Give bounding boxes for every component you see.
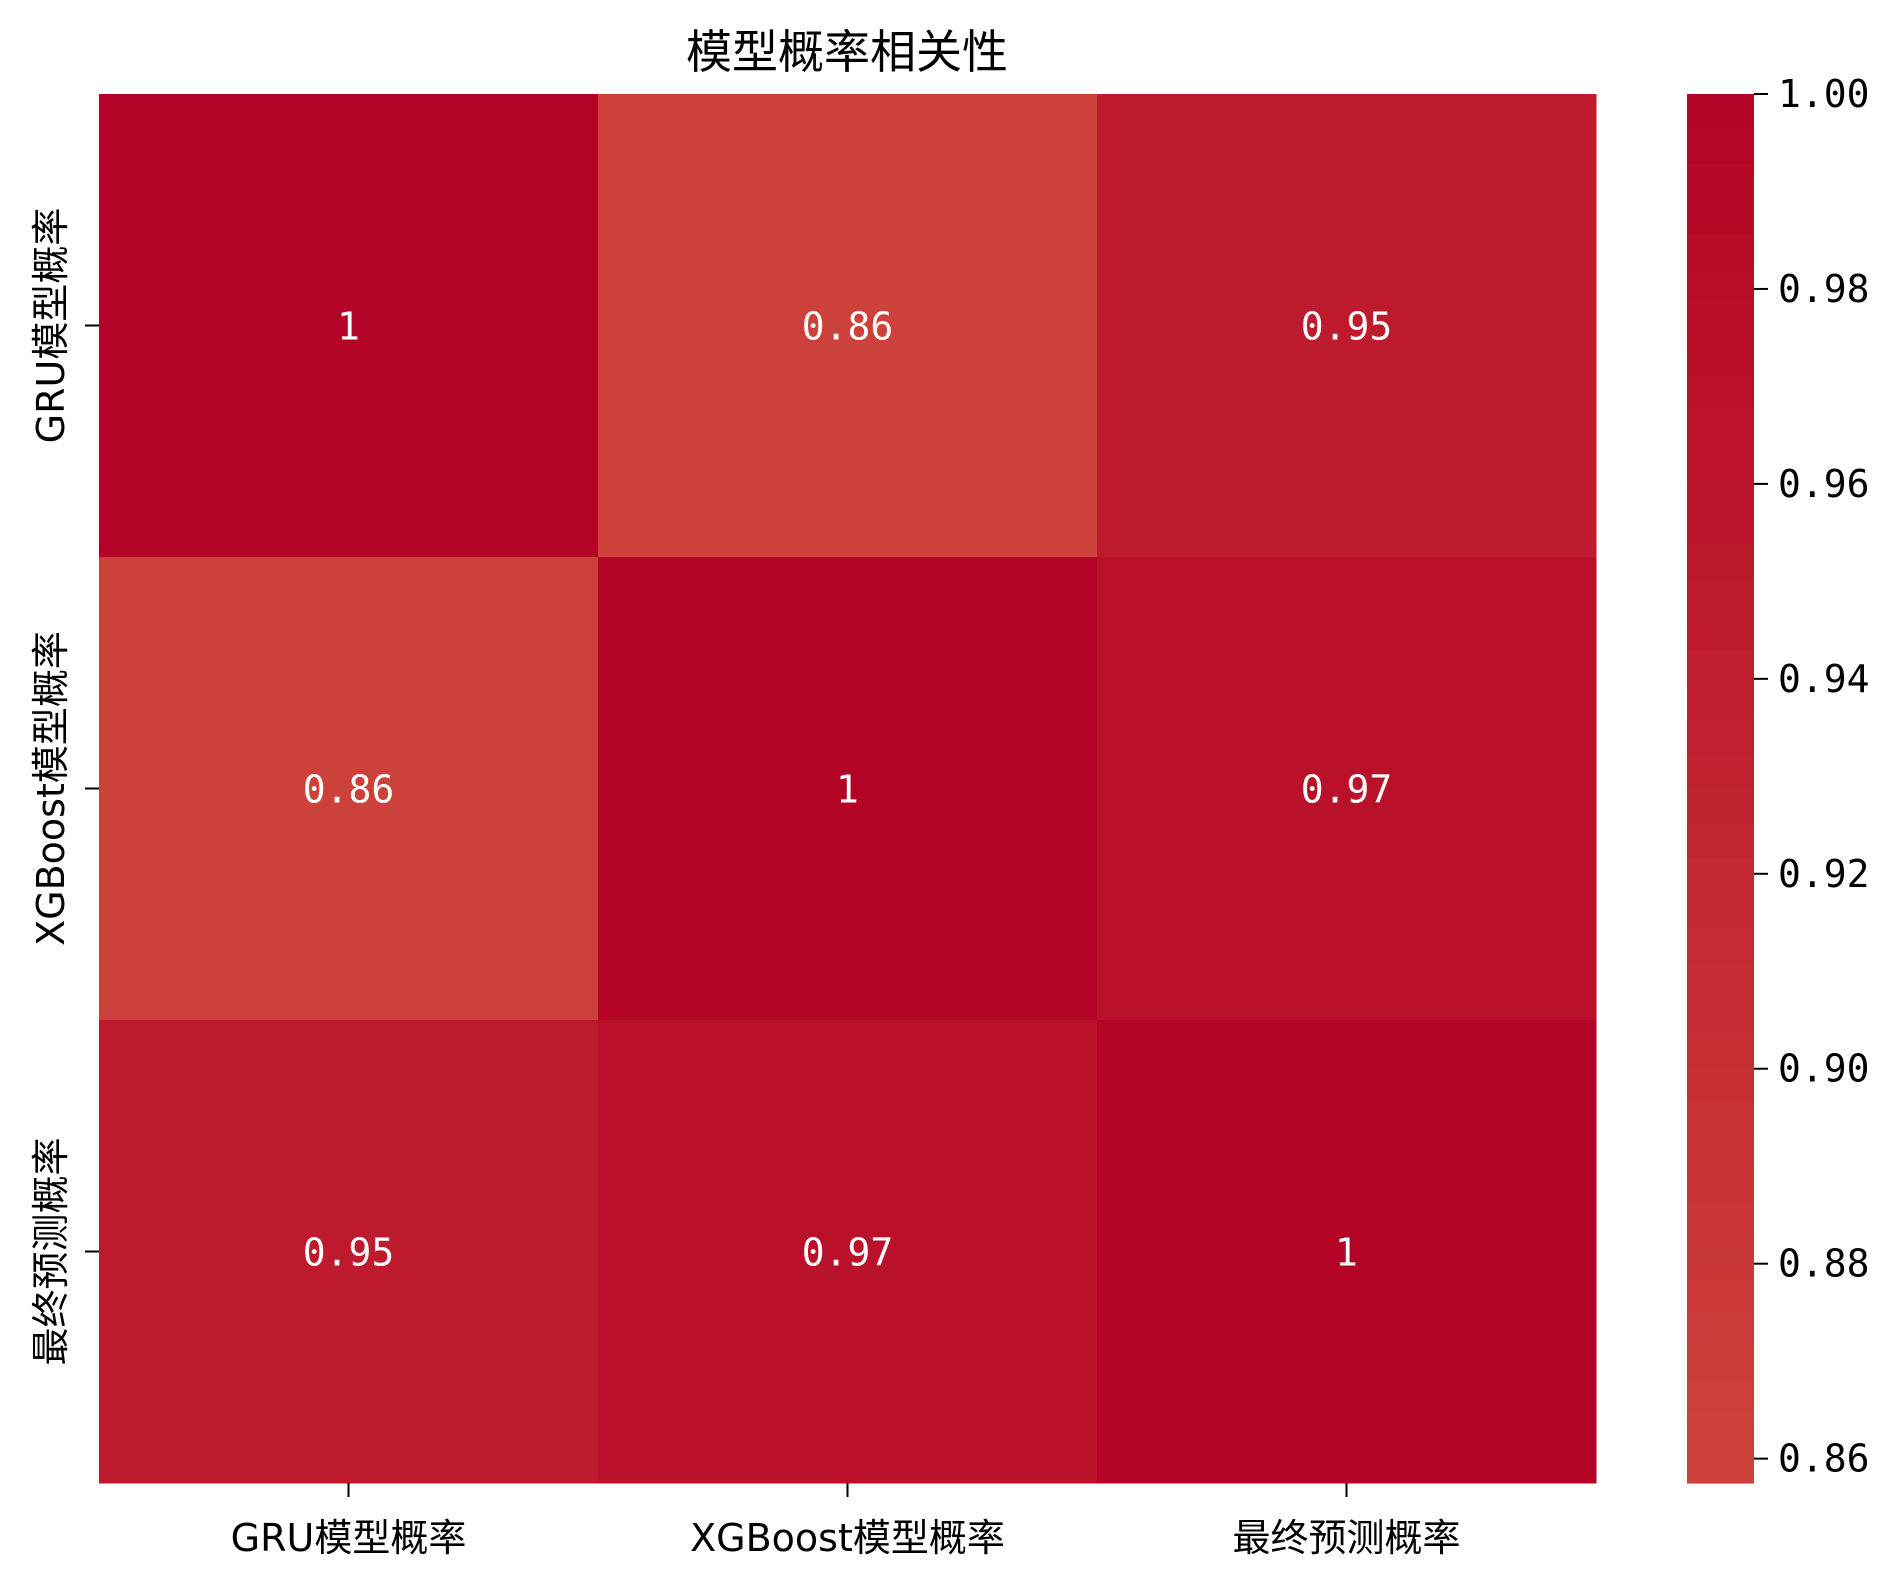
heatmap-cell — [99, 557, 599, 1021]
colorbar-band — [1687, 1205, 1754, 1241]
colorbar-band — [1687, 684, 1754, 720]
cell-annotation: 0.95 — [1301, 305, 1393, 349]
colorbar-band — [1687, 892, 1754, 928]
colorbar-tick-label: 0.86 — [1778, 1437, 1870, 1481]
colorbar-band — [1687, 406, 1754, 442]
colorbar-band — [1687, 267, 1754, 303]
colorbar-tick-label: 0.92 — [1778, 852, 1870, 896]
heatmap-cell — [598, 557, 1098, 1021]
colorbar-band — [1687, 198, 1754, 234]
colorbar-band — [1687, 371, 1754, 408]
colorbar-tick-label: 0.90 — [1778, 1047, 1870, 1091]
colorbar-band — [1687, 1170, 1754, 1206]
colorbar-tick-label: 0.98 — [1778, 267, 1870, 311]
colorbar-band — [1687, 753, 1754, 790]
colorbar-band — [1687, 94, 1754, 130]
heatmap-cell — [598, 94, 1098, 558]
colorbar-band — [1687, 1066, 1754, 1102]
y-tick-label: XGBoost模型概率 — [29, 631, 73, 946]
colorbar-band — [1687, 614, 1754, 651]
colorbar-band — [1687, 1413, 1754, 1449]
cell-annotations: 1 0.86 0.95 0.86 1 0.97 0.95 0.97 1 — [303, 305, 1393, 1275]
heatmap-cell — [598, 1020, 1098, 1484]
colorbar-band — [1687, 719, 1754, 755]
y-tick-label: 最终预测概率 — [29, 1137, 73, 1365]
heatmap-cell — [1097, 94, 1597, 558]
colorbar-band — [1687, 962, 1754, 998]
heatmap-cell — [1097, 1020, 1597, 1484]
cell-annotation: 1 — [337, 305, 360, 349]
colorbar-band — [1687, 232, 1754, 269]
colorbar-band — [1687, 1239, 1754, 1276]
heatmap-cell — [1097, 557, 1597, 1021]
colorbar-band — [1687, 337, 1754, 373]
colorbar-band — [1687, 1448, 1754, 1484]
colorbar-band — [1687, 1031, 1754, 1067]
colorbar-band — [1687, 510, 1754, 547]
chart-title: 模型概率相关性 — [686, 25, 1008, 79]
colorbar-band — [1687, 823, 1754, 859]
x-tick-label: XGBoost模型概率 — [690, 1516, 1005, 1560]
heatmap-cells — [99, 94, 1597, 1484]
cell-annotation: 1 — [836, 768, 859, 812]
colorbar-band — [1687, 788, 1754, 824]
colorbar-band — [1687, 649, 1754, 685]
colorbar-band — [1687, 1101, 1754, 1137]
cell-annotation: 1 — [1335, 1231, 1358, 1275]
heatmap-cell — [99, 1020, 599, 1484]
colorbar-tick-label: 0.94 — [1778, 657, 1870, 701]
colorbar-band — [1687, 1135, 1754, 1172]
y-tick-label: GRU模型概率 — [29, 208, 73, 444]
colorbar-band — [1687, 163, 1754, 199]
colorbar-band — [1687, 996, 1754, 1033]
x-tick-label: GRU模型概率 — [231, 1516, 467, 1560]
colorbar-band — [1687, 580, 1754, 616]
colorbar-band — [1687, 1309, 1754, 1345]
colorbar-tick-label: 0.96 — [1778, 462, 1870, 506]
colorbar-band — [1687, 1378, 1754, 1415]
colorbar-band — [1687, 128, 1754, 165]
x-tick-label: 最终预测概率 — [1232, 1516, 1460, 1560]
cell-annotation: 0.86 — [303, 768, 395, 812]
cell-annotation: 0.86 — [802, 305, 894, 349]
colorbar-band — [1687, 302, 1754, 338]
colorbar-tick-label: 1.00 — [1778, 72, 1870, 116]
heatmap-cell — [99, 94, 599, 558]
cell-annotation: 0.95 — [303, 1231, 395, 1275]
colorbar-band — [1687, 441, 1754, 477]
cell-annotation: 0.97 — [802, 1231, 894, 1275]
colorbar-band — [1687, 927, 1754, 963]
colorbar-tick-label: 0.88 — [1778, 1242, 1870, 1286]
cell-annotation: 0.97 — [1301, 768, 1393, 812]
colorbar: 0.86 0.88 0.90 0.92 0.94 0.96 0.98 1.00 — [1687, 72, 1870, 1484]
colorbar-band — [1687, 1274, 1754, 1310]
x-axis: GRU模型概率 XGBoost模型概率 最终预测概率 — [231, 1483, 1461, 1560]
colorbar-band — [1687, 475, 1754, 512]
colorbar-band — [1687, 545, 1754, 581]
colorbar-band — [1687, 857, 1754, 894]
colorbar-band — [1687, 1344, 1754, 1380]
